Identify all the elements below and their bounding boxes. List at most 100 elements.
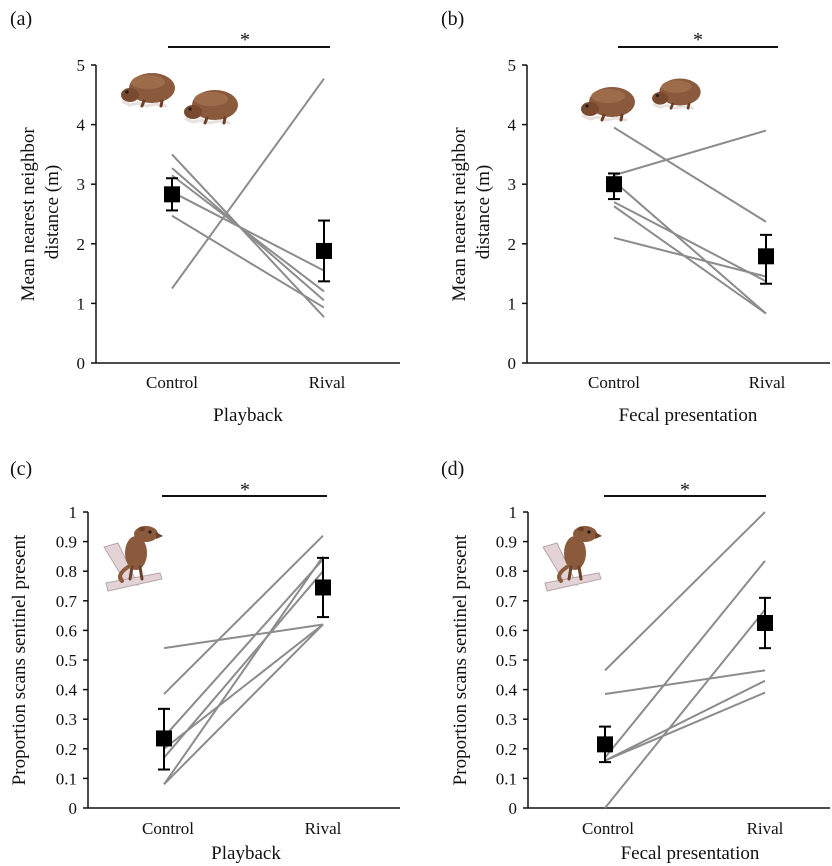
individual-group-line	[613, 126, 767, 223]
y-tick-label: 1	[508, 294, 517, 313]
individual-group-line	[171, 214, 325, 309]
individual-group-line	[613, 180, 767, 315]
y-tick-label: 0	[69, 799, 78, 818]
mean-marker	[758, 248, 774, 265]
y-tick-label: 1	[69, 503, 78, 522]
y-tick-label: 0.2	[496, 740, 517, 759]
y-axis-label-line-1: Mean nearest neighbor	[18, 127, 39, 302]
panel-label-c: (c)	[10, 458, 32, 480]
mean-marker	[315, 579, 331, 596]
y-tick-label: 0	[508, 354, 517, 373]
y-tick-label: 0.3	[56, 710, 77, 729]
individual-group-line	[604, 679, 766, 762]
individual-group-line	[163, 534, 324, 695]
panel-c: (c) * 0 0.1 0.2 0.3 0.4 0.5 0.6 0.7 0.8 0.9 1 Cont…	[9, 458, 400, 864]
y-tick-label: 0.7	[56, 592, 78, 611]
individual-group-line	[171, 153, 325, 318]
y-tick-label: 5	[508, 56, 517, 75]
individual-group-line	[604, 511, 766, 672]
x-axis-label: Playback	[211, 843, 281, 864]
significance-star: *	[693, 29, 703, 51]
y-tick-label: 0.9	[496, 533, 517, 552]
y-tick-label: 0.5	[496, 651, 517, 670]
y-tick-label: 2	[77, 235, 86, 254]
mongoose-foraging-icon	[579, 77, 703, 122]
mongoose-sentinel-icon	[541, 524, 604, 593]
y-tick-label: 0.1	[56, 769, 77, 788]
y-axis-label-line-1: Mean nearest neighbor	[449, 127, 470, 302]
y-axis-label: Proportion scans sentinel present	[450, 534, 471, 785]
panel-label-d: (d)	[441, 458, 464, 480]
panel-b: (b) * 0 1 2 3 4 5 Control Rival Fecal present…	[441, 8, 830, 426]
x-tick-label: Rival	[749, 373, 786, 392]
y-tick-label: 3	[77, 175, 86, 194]
mean-marker	[156, 730, 172, 747]
significance-star: *	[240, 479, 250, 501]
individual-group-line	[613, 201, 767, 283]
individual-group-line	[613, 236, 767, 278]
individual-group-line	[163, 558, 324, 738]
mongoose-sentinel-icon	[102, 524, 165, 593]
y-axis-label-line-2: distance (m)	[42, 165, 63, 259]
mean-marker	[597, 736, 613, 753]
x-tick-label: Control	[582, 819, 634, 838]
x-tick-label: Control	[146, 373, 198, 392]
y-tick-label: 0.6	[496, 621, 517, 640]
y-tick-label: 0.2	[56, 740, 77, 759]
y-tick-label: 0.8	[56, 562, 77, 581]
y-tick-label: 0.1	[496, 769, 517, 788]
mean-marker	[164, 186, 180, 203]
panel-a: (a) * 0 1 2 3 4 5 Control Rival Playback Mean…	[10, 8, 400, 426]
mongoose-foraging-icon	[119, 71, 240, 125]
y-tick-label: 1	[509, 503, 518, 522]
y-tick-label: 0.3	[496, 710, 517, 729]
individual-group-line	[613, 129, 767, 177]
y-axis-label: Mean nearest neighbor distance (m)	[18, 123, 63, 302]
y-axis-label: Proportion scans sentinel present	[9, 534, 30, 785]
y-tick-label: 0.9	[56, 533, 77, 552]
significance-star: *	[240, 29, 250, 51]
x-tick-label: Rival	[305, 819, 342, 838]
y-tick-label: 0.4	[496, 681, 518, 700]
individual-group-line	[171, 191, 325, 272]
x-axis-label: Playback	[213, 405, 283, 426]
y-tick-label: 0	[509, 799, 518, 818]
y-tick-label: 0.8	[496, 562, 517, 581]
panel-d: (d) * 0 0.1 0.2 0.3 0.4 0.5 0.6 0.7 0.8 0.9 1 Cont…	[441, 458, 830, 864]
y-tick-label: 2	[508, 235, 517, 254]
y-tick-label: 0.4	[56, 681, 78, 700]
x-tick-label: Control	[142, 819, 194, 838]
mean-marker	[606, 176, 622, 193]
individual-group-line	[604, 609, 766, 809]
y-tick-label: 0.7	[496, 592, 518, 611]
x-axis-label: Fecal presentation	[619, 405, 758, 426]
x-tick-label: Rival	[747, 819, 784, 838]
individual-group-line	[604, 560, 766, 759]
individual-group-line	[163, 623, 324, 650]
individual-group-line	[604, 691, 766, 762]
y-tick-label: 3	[508, 175, 517, 194]
individual-group-line	[613, 205, 767, 315]
panel-label-a: (a)	[10, 8, 32, 30]
y-tick-label: 4	[508, 116, 517, 135]
y-tick-label: 0	[77, 354, 86, 373]
individual-group-line	[163, 623, 324, 786]
y-tick-label: 5	[77, 56, 86, 75]
y-tick-label: 1	[77, 294, 86, 313]
y-tick-label: 4	[77, 116, 86, 135]
x-axis-label: Fecal presentation	[621, 843, 760, 864]
mean-marker	[757, 615, 773, 631]
significance-star: *	[680, 479, 690, 501]
y-axis-label: Mean nearest neighbor distance (m)	[449, 123, 494, 302]
x-tick-label: Rival	[309, 373, 346, 392]
y-axis-label-line-2: distance (m)	[473, 165, 494, 259]
y-tick-label: 0.6	[56, 621, 77, 640]
x-tick-label: Control	[588, 373, 640, 392]
mean-marker	[316, 242, 332, 259]
y-tick-label: 0.5	[56, 651, 77, 670]
individual-group-line	[163, 555, 324, 785]
individual-group-line	[163, 570, 324, 759]
individual-group-line	[171, 78, 325, 290]
panel-label-b: (b)	[441, 8, 464, 30]
